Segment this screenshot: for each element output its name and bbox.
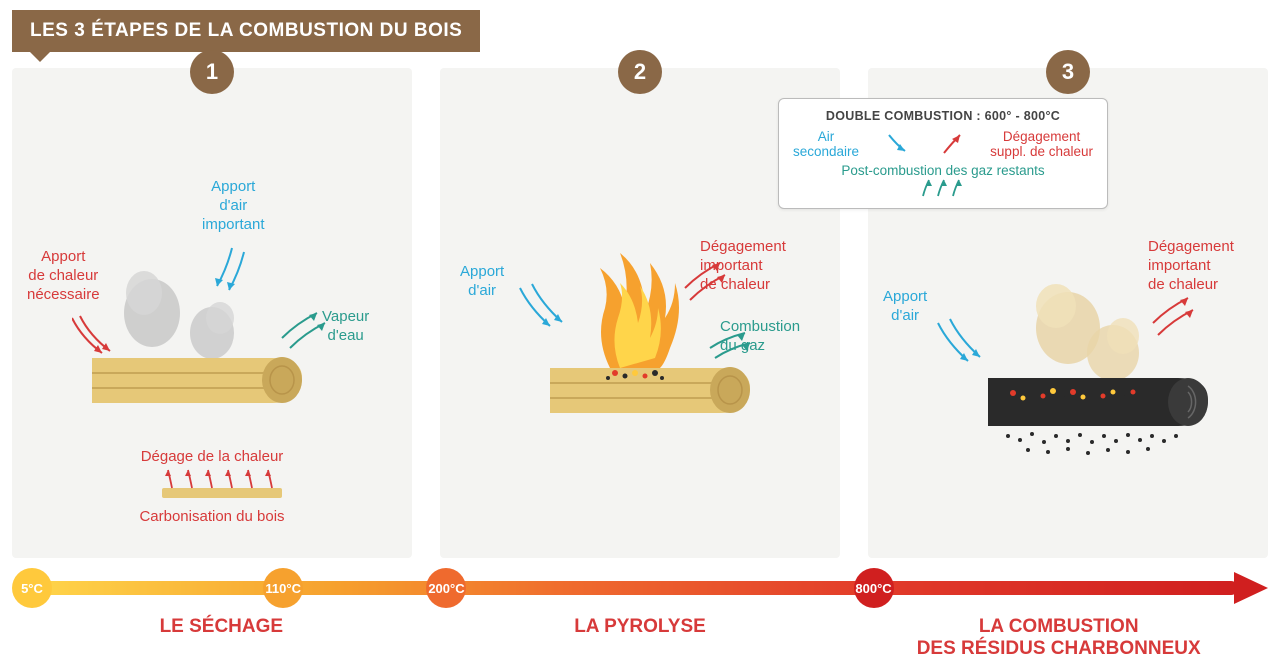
temp-marker: 200°C: [426, 568, 466, 608]
stage-badge: 3: [1046, 50, 1090, 94]
arrow-head-icon: [1234, 572, 1268, 604]
stage-titles-row: LE SÉCHAGE LA PYROLYSE LA COMBUSTION DES…: [12, 616, 1268, 660]
stage-badge: 1: [190, 50, 234, 94]
teal-arrows-icon: [913, 178, 973, 198]
gradient-bar: [32, 581, 1238, 595]
stage-badge: 2: [618, 50, 662, 94]
red-arrow-icon: [938, 131, 964, 157]
char-log-icon: [928, 258, 1248, 478]
stages-row: 1 Apport de chaleur nécessaire Apport d'…: [0, 68, 1280, 558]
double-combustion-legend: DOUBLE COMBUSTION : 600° - 800°C Air sec…: [778, 98, 1108, 209]
label-carbonisation: Carbonisation du bois: [12, 508, 412, 527]
temperature-timeline: 5°C 110°C 200°C 800°C: [12, 568, 1268, 608]
legend-title: DOUBLE COMBUSTION : 600° - 800°C: [793, 109, 1093, 123]
ash-icon: [1006, 432, 1178, 455]
stage-panel-1: 1 Apport de chaleur nécessaire Apport d'…: [12, 68, 412, 558]
stage-title: LA PYROLYSE: [431, 616, 850, 660]
stage-title: LA COMBUSTION DES RÉSIDUS CHARBONNEUX: [849, 616, 1268, 660]
page-title: LES 3 ÉTAPES DE LA COMBUSTION DU BOIS: [12, 10, 480, 52]
stage-title: LE SÉCHAGE: [12, 616, 431, 660]
label-air-input: Apport d'air important: [202, 178, 265, 234]
legend-heat-extra: Dégagement suppl. de chaleur: [990, 129, 1093, 159]
pyrolysis-log-icon: [510, 218, 810, 448]
carbonisation-bar-icon: [142, 466, 302, 506]
temp-marker: 800°C: [854, 568, 894, 608]
stage-panel-3: 3 DOUBLE COMBUSTION : 600° - 800°C Air s…: [868, 68, 1268, 558]
legend-post-combustion: Post-combustion des gaz restants: [793, 163, 1093, 178]
title-notch-icon: [30, 52, 50, 62]
label-air-input: Apport d'air: [883, 288, 927, 326]
legend-air-sec: Air secondaire: [793, 129, 859, 159]
temp-marker: 5°C: [12, 568, 52, 608]
label-releases-heat: Dégage de la chaleur: [12, 448, 412, 467]
blue-arrow-icon: [885, 131, 911, 157]
temp-marker: 110°C: [263, 568, 303, 608]
drying-log-icon: [72, 238, 372, 438]
label-air-input: Apport d'air: [460, 263, 504, 301]
